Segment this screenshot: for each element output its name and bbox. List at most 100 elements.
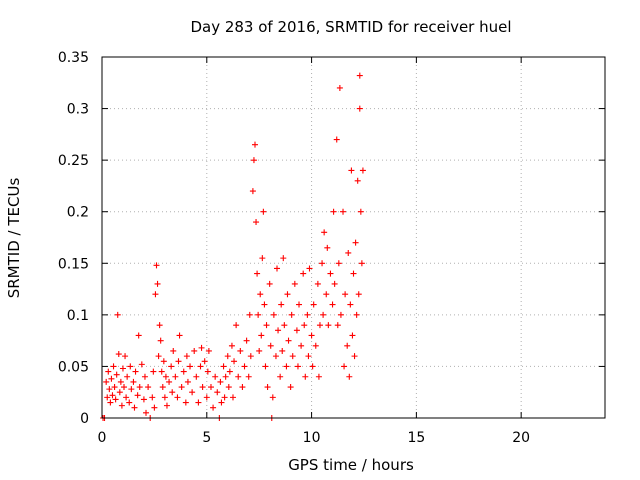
data-point	[174, 394, 181, 401]
data-point	[359, 167, 366, 174]
x-tick-label: 10	[303, 430, 321, 446]
data-point	[149, 394, 156, 401]
data-point	[293, 327, 300, 334]
data-point	[103, 378, 110, 385]
x-tick-labels: 0 5 10 15 20	[98, 430, 531, 446]
data-point	[114, 311, 121, 318]
data-point	[269, 394, 276, 401]
data-point	[210, 404, 217, 411]
data-point	[134, 392, 141, 399]
data-point	[153, 262, 160, 269]
data-point	[176, 332, 183, 339]
data-point	[346, 373, 353, 380]
y-tick-label: 0.15	[58, 256, 89, 272]
data-point	[337, 311, 344, 318]
x-axis-label: GPS time / hours	[288, 456, 414, 474]
data-point	[127, 363, 134, 370]
data-point	[347, 301, 354, 308]
data-point	[145, 384, 152, 391]
data-point	[198, 344, 205, 351]
data-point	[250, 157, 257, 164]
data-point	[356, 105, 363, 112]
data-point	[155, 353, 162, 360]
data-point	[283, 363, 290, 370]
data-point	[140, 396, 147, 403]
data-point	[323, 291, 330, 298]
data-point	[255, 311, 262, 318]
data-point	[329, 301, 336, 308]
data-point	[180, 368, 187, 375]
data-point	[189, 389, 196, 396]
data-point	[168, 363, 175, 370]
data-point	[136, 384, 143, 391]
data-point	[330, 208, 337, 215]
data-point	[110, 363, 117, 370]
data-point	[212, 373, 219, 380]
data-point	[183, 353, 190, 360]
data-point	[310, 301, 317, 308]
data-point	[315, 373, 322, 380]
data-point	[116, 389, 123, 396]
data-points	[100, 72, 366, 421]
data-point	[267, 342, 274, 349]
data-point	[235, 373, 242, 380]
data-point	[157, 337, 164, 344]
y-tick-label: 0.05	[58, 359, 89, 375]
x-tick-label: 15	[407, 430, 425, 446]
data-point	[119, 365, 126, 372]
data-point	[178, 384, 185, 391]
data-point	[256, 347, 263, 354]
data-point	[228, 342, 235, 349]
data-point	[261, 301, 268, 308]
data-point	[214, 389, 221, 396]
data-point	[111, 384, 118, 391]
data-point	[321, 229, 328, 236]
data-point	[222, 373, 229, 380]
data-point	[166, 378, 173, 385]
data-point	[226, 368, 233, 375]
data-point	[348, 167, 355, 174]
data-point	[260, 208, 267, 215]
data-point	[324, 244, 331, 251]
y-tick-label: 0.25	[58, 153, 89, 169]
data-point	[122, 353, 129, 360]
data-point	[224, 353, 231, 360]
data-point	[229, 394, 236, 401]
plot-frame	[101, 56, 606, 419]
data-point	[335, 260, 342, 267]
x-tick-label: 5	[202, 430, 211, 446]
data-point	[112, 396, 119, 403]
data-point	[124, 373, 131, 380]
data-point	[207, 384, 214, 391]
data-point	[278, 301, 285, 308]
y-tick-label: 0	[80, 411, 89, 427]
data-point	[201, 358, 208, 365]
data-point	[336, 84, 343, 91]
data-point	[272, 353, 279, 360]
data-point	[128, 386, 135, 393]
data-point	[106, 386, 113, 393]
data-point	[221, 394, 228, 401]
data-point	[170, 347, 177, 354]
data-point	[231, 358, 238, 365]
data-point	[305, 353, 312, 360]
data-point	[135, 332, 142, 339]
axis-ticks	[101, 56, 605, 419]
data-point	[159, 384, 166, 391]
data-point	[115, 351, 122, 358]
data-point	[279, 347, 286, 354]
data-point	[175, 358, 182, 365]
data-point	[275, 327, 282, 334]
data-point	[345, 249, 352, 256]
data-point	[233, 322, 240, 329]
data-point	[182, 399, 189, 406]
data-point	[152, 291, 159, 298]
data-point	[350, 270, 357, 277]
data-point	[308, 332, 315, 339]
data-point	[263, 322, 270, 329]
data-point	[351, 353, 358, 360]
data-point	[217, 378, 224, 385]
y-tick-label: 0.35	[58, 50, 89, 66]
data-point	[132, 368, 139, 375]
